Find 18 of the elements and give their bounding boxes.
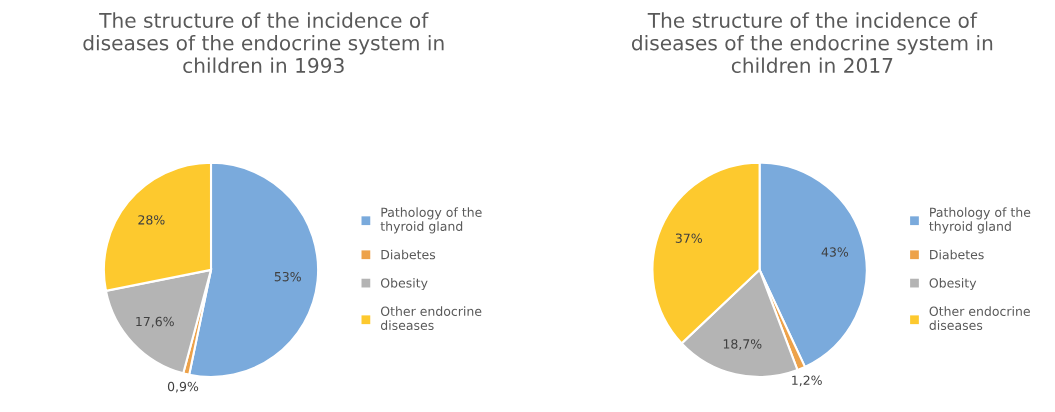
legend-label: Obesity [380, 277, 428, 291]
legend-label: Obesity [929, 277, 977, 291]
chart-title: The structure of the incidence of diseases of the endocrine system in children in 1993 [83, 12, 444, 74]
legend-label: Pathology of the thyroid gland [929, 207, 1031, 234]
legend-label: Other endocrine diseases [380, 306, 482, 331]
legend-label: Diabetes [381, 249, 436, 260]
data-label: 53% [274, 271, 301, 282]
data-label: 0,9% [167, 381, 199, 393]
data-label: 17,6% [136, 316, 174, 328]
data-label: 43% [821, 247, 849, 257]
legend-label: Pathology of the thyroid gland [380, 207, 482, 234]
chart-title: The structure of the incidence of diseases of the endocrine system in children in 2017 [631, 12, 993, 74]
data-label: 18,7% [723, 339, 762, 350]
legend-label: Other endocrine diseases [929, 306, 1030, 331]
data-label: 1,2% [792, 375, 822, 387]
data-label: 37% [675, 233, 702, 243]
data-label: 28% [138, 215, 165, 225]
legend-label: Diabetes [930, 249, 984, 260]
